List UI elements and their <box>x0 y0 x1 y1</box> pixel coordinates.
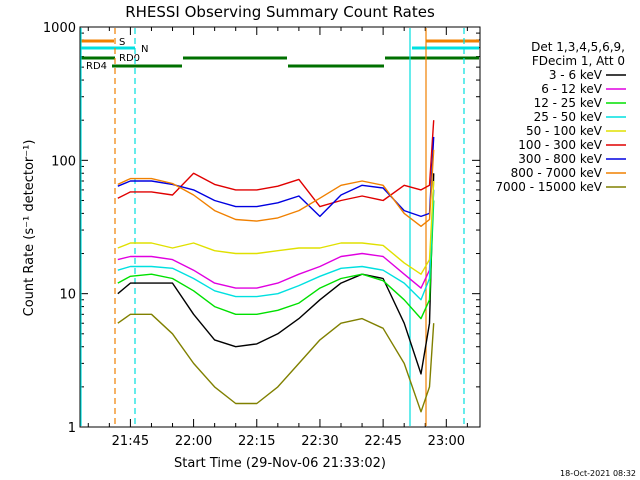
series-line <box>117 313 435 413</box>
x-tick-label: 22:15 <box>238 434 275 449</box>
plot-layer: 1 10 100 1000 21:45 22:00 22:15 22:30 22:45 23:00… <box>43 21 481 449</box>
y-tick-label: 1 <box>68 421 76 436</box>
y-tick-label: 1000 <box>43 21 76 36</box>
generation-timestamp: 18-Oct-2021 08:32 <box>560 469 636 478</box>
series-line <box>117 136 435 218</box>
x-axis-label: Start Time (29-Nov-06 21:33:02) <box>174 456 386 471</box>
series-line <box>117 200 435 320</box>
night-flag-label: N <box>141 44 148 55</box>
plot-frame <box>79 26 481 428</box>
legend-label: 25 - 50 keV <box>534 110 603 124</box>
y-axis-label: Count Rate (s⁻¹ detector⁻¹) <box>22 140 37 317</box>
series-line <box>117 149 435 228</box>
series-line <box>117 173 435 375</box>
legend-label: 300 - 800 keV <box>518 152 602 166</box>
saa-flag-label: S <box>119 37 125 48</box>
legend-header-line-1: Det 1,3,4,5,6,9, <box>531 40 625 54</box>
series-line <box>117 120 435 208</box>
legend-label: 100 - 300 keV <box>518 138 602 152</box>
x-tick-label: 22:30 <box>301 434 338 449</box>
x-tick-label: 21:45 <box>112 434 149 449</box>
rd0-flag-label: RD0 <box>119 53 140 64</box>
y-tick-label: 10 <box>59 288 76 303</box>
legend-label: 3 - 6 keV <box>549 68 603 82</box>
legend-label: 800 - 7000 keV <box>511 166 603 180</box>
series-line <box>117 189 435 289</box>
series-line <box>117 189 435 301</box>
y-tick-label: 100 <box>51 154 76 169</box>
legend-header-line-2: FDecim 1, Att 0 <box>532 54 625 68</box>
legend-label: 50 - 100 keV <box>526 124 603 138</box>
x-tick-label: 23:00 <box>428 434 465 449</box>
legend-label: 6 - 12 keV <box>541 82 603 96</box>
legend-label: 7000 - 15000 keV <box>495 180 602 194</box>
x-tick-label: 22:45 <box>364 434 401 449</box>
chart-title: RHESSI Observing Summary Count Rates <box>125 3 435 21</box>
series-line <box>117 180 435 275</box>
x-tick-label: 22:00 <box>175 434 212 449</box>
legend-label: 12 - 25 keV <box>534 96 603 110</box>
rd4-flag-label: RD4 <box>86 61 107 72</box>
